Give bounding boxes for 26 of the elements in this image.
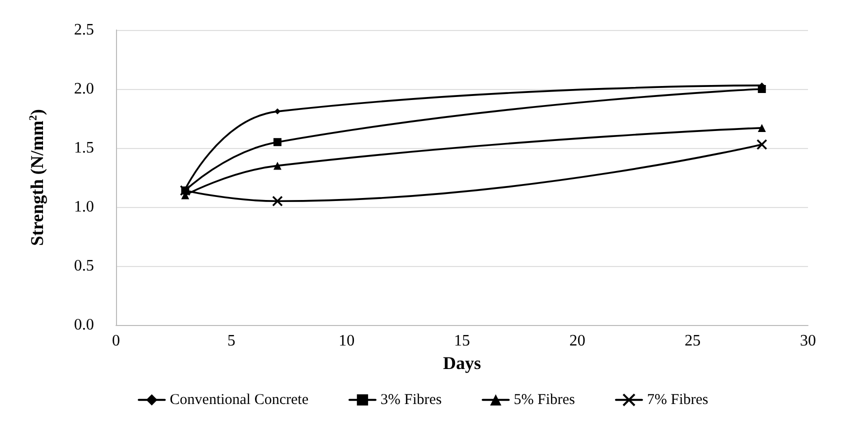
x-tick-label: 30 — [800, 332, 816, 350]
x-tick-label: 20 — [569, 332, 586, 350]
legend-label: 3% Fibres — [380, 392, 442, 408]
y-tick-label: 2.5 — [74, 22, 94, 38]
point — [758, 85, 766, 93]
x-tick-label: 0 — [112, 332, 120, 350]
legend-label: Conventional Concrete — [170, 392, 309, 408]
x-tick-label: 5 — [227, 332, 236, 350]
y-tick-label: 2.0 — [74, 80, 94, 98]
point — [274, 108, 280, 114]
y-tick-label: 0.5 — [74, 258, 94, 274]
point — [273, 138, 282, 146]
x-tick-label: 15 — [454, 332, 470, 350]
point — [758, 124, 766, 132]
x-axis-title: Days — [442, 352, 482, 373]
y-tick-label: 0.0 — [74, 316, 94, 334]
point — [756, 139, 768, 150]
x-tick-label: 10 — [338, 332, 355, 350]
x-tick-label: 25 — [684, 332, 701, 350]
legend-label: 5% Fibres — [514, 392, 576, 408]
legend-label: 7% Fibres — [646, 392, 708, 408]
point — [273, 162, 282, 170]
y-axis-title: Strength (N/mm2) — [27, 109, 47, 246]
y-tick-label: 1.5 — [74, 140, 94, 156]
point — [272, 196, 283, 206]
y-tick-label: 1.0 — [74, 198, 94, 216]
